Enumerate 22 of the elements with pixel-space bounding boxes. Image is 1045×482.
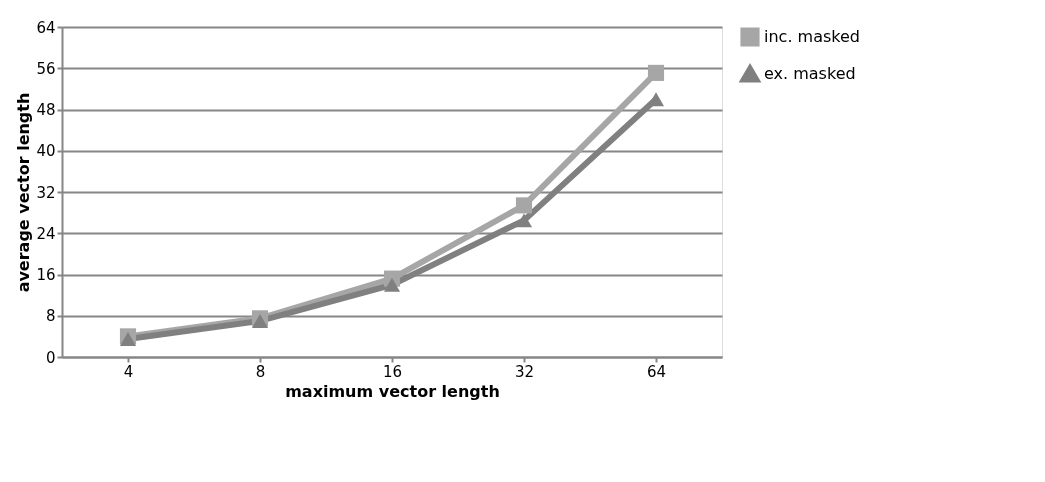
point: [383, 277, 401, 292]
x-tick-label: 32: [514, 362, 535, 381]
y-axis-title: average vector length: [14, 92, 34, 293]
point: [515, 213, 533, 228]
y-tick-label: 24: [36, 224, 56, 243]
y-tick-label: 48: [36, 101, 56, 119]
x-tick-label: 8: [255, 362, 266, 381]
y-tick-label: 0: [45, 348, 56, 367]
x-tick-label: 4: [123, 362, 134, 381]
y-tick-label: 56: [36, 59, 56, 78]
point: [647, 64, 665, 81]
x-tick-label: 64: [646, 362, 667, 381]
y-tick-label: 8: [45, 307, 56, 326]
y-tick-label: 32: [36, 183, 56, 202]
y-tick-label: 40: [36, 142, 56, 161]
x-axis-title: maximum vector length: [285, 381, 500, 401]
legend-label: ex. masked: [764, 64, 856, 83]
x-tick-label: 16: [382, 362, 403, 381]
y-tick-label: 16: [36, 266, 56, 284]
legend-label: inc. masked: [764, 27, 860, 46]
point: [515, 197, 533, 214]
y-tick-label: 64: [36, 18, 56, 37]
